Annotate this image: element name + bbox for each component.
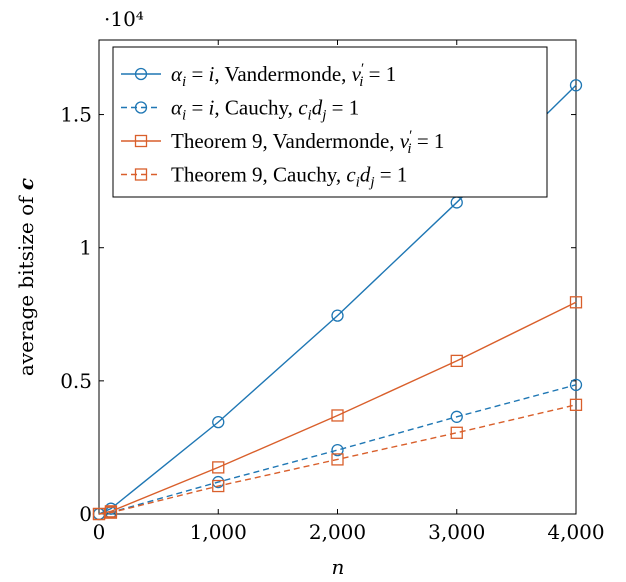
y-multiplier: ·10⁴: [104, 7, 144, 31]
data-point: [212, 461, 225, 474]
data-point: [212, 415, 225, 429]
data-point: [450, 354, 463, 368]
data-point: [569, 79, 583, 92]
series-line: [98, 301, 577, 515]
axis-ticks: 0 1,000 2,000 3,000 4,000 0 0.5 1 1.5: [60, 40, 605, 544]
data-point: [92, 507, 106, 521]
data-point: [331, 409, 344, 422]
data-point: [331, 443, 344, 457]
legend-label: αi = i, Vandermonde, v′ i = 1: [171, 61, 396, 90]
data-point: [450, 410, 463, 423]
x-tick-label: 2,000: [309, 520, 366, 544]
legend-entry: Theorem 9, Vandermonde, v′ i = 1: [121, 128, 444, 157]
x-tick-label: 1,000: [190, 520, 247, 544]
y-tick-label: 0: [79, 502, 92, 526]
data-point: [331, 453, 344, 466]
series-4: [92, 398, 583, 521]
legend-entry: αi = i, Vandermonde, v′ i = 1: [121, 61, 396, 90]
legend-label: αi = i, Cauchy, cidj = 1: [171, 96, 359, 124]
legend-label: Theorem 9, Cauchy, cidj = 1: [171, 163, 407, 191]
legend-marker: [134, 168, 148, 181]
y-tick-label: 1: [79, 236, 92, 260]
legend-marker: [134, 101, 148, 114]
y-tick-label: 0.5: [60, 369, 92, 393]
legend-label: Theorem 9, Vandermonde, v′ i = 1: [171, 128, 444, 157]
series-line: [98, 384, 577, 515]
data-point: [331, 309, 344, 322]
series-3: [92, 296, 583, 521]
y-tick-label: 1.5: [60, 103, 92, 127]
legend-entry: Theorem 9, Cauchy, cidj = 1: [121, 163, 407, 191]
data-point: [569, 398, 583, 411]
series-line: [98, 404, 577, 515]
x-tick-label: 3,000: [428, 520, 485, 544]
legend-box: [112, 46, 548, 198]
legend-entry: αi = i, Cauchy, cidj = 1: [121, 96, 359, 124]
x-tick-label: 4,000: [547, 520, 604, 544]
data-point: [450, 426, 463, 439]
data-point: [104, 506, 118, 519]
data-point: [212, 479, 225, 493]
series-2: [92, 378, 583, 521]
y-axis-label: average bitsize of c: [14, 178, 38, 376]
legend-marker: [134, 134, 148, 148]
legend-marker: [134, 67, 148, 81]
data-point: [569, 296, 583, 309]
x-axis-label: n: [332, 555, 345, 579]
x-tick-label: 0: [93, 520, 106, 544]
data-point: [569, 378, 583, 391]
legend: αi = i, Vandermonde, v′ i = 1 αi = i, Cauc…: [112, 46, 548, 198]
